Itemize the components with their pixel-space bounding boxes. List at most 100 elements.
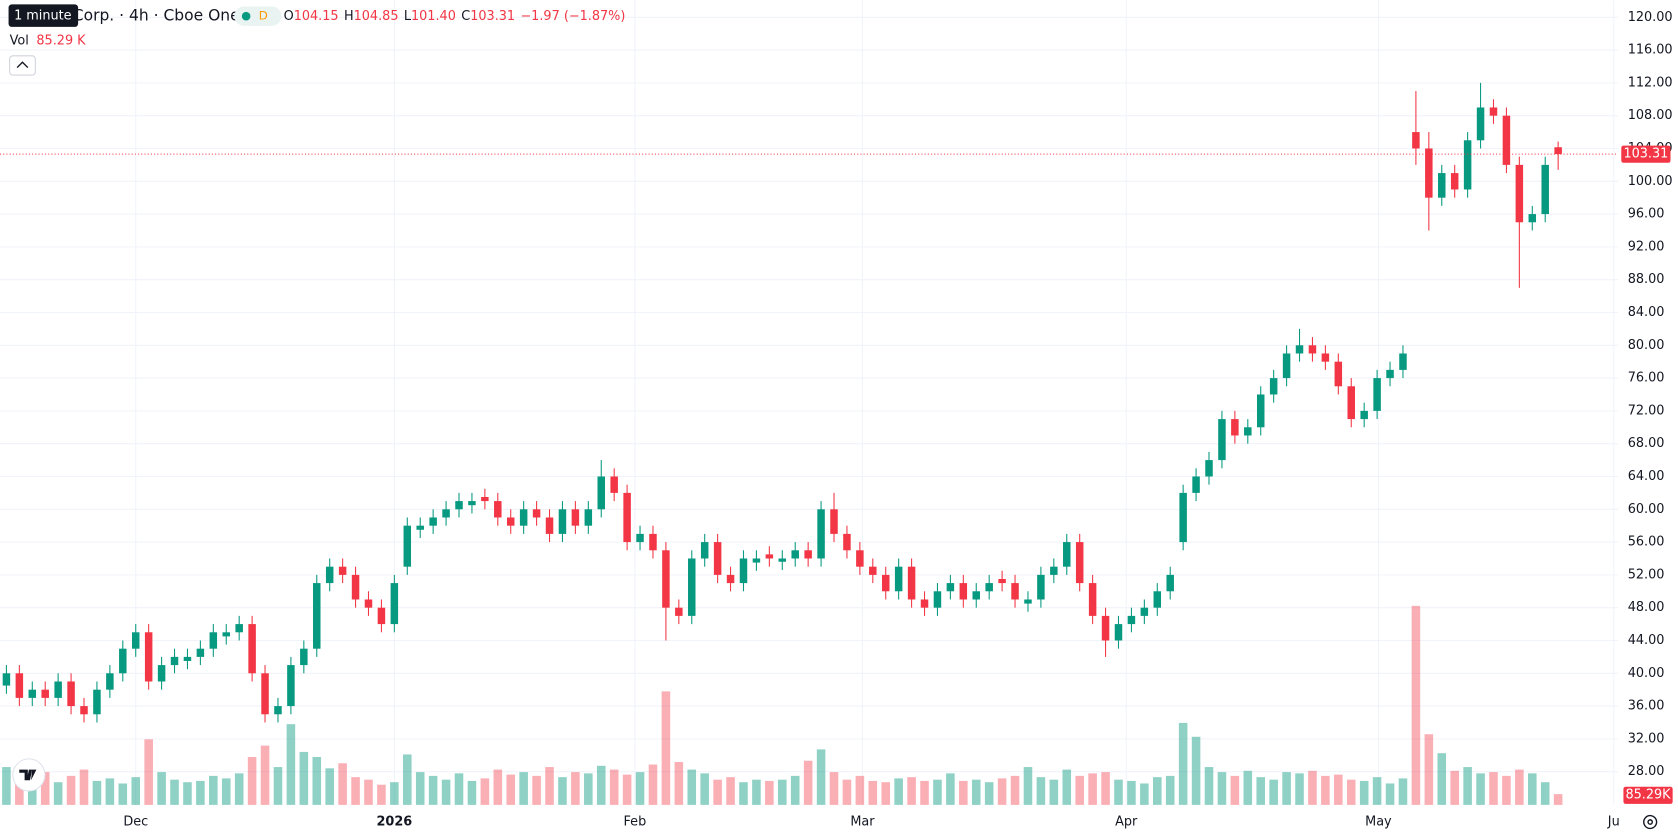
candle-body (688, 558, 696, 616)
volume-bar (234, 773, 244, 805)
volume-bar (1088, 773, 1097, 805)
ohlc-key: O (284, 9, 294, 24)
candle-body (300, 648, 308, 666)
volume-bar (920, 780, 929, 805)
candle-body (106, 673, 114, 690)
volume-bar (1411, 605, 1421, 805)
volume-bar (946, 773, 955, 805)
volume-bar (1437, 753, 1447, 805)
y-tick-label: 116.00 (1628, 43, 1673, 58)
candle-body (1463, 140, 1472, 190)
volume-bar (1062, 769, 1072, 805)
volume-bar (428, 775, 438, 805)
collapse-button[interactable] (9, 55, 36, 76)
y-tick-label: 80.00 (1628, 338, 1665, 353)
volume-bar (765, 780, 774, 805)
candle-body (752, 558, 761, 563)
settings-button[interactable] (1643, 814, 1658, 830)
candle-body (1554, 147, 1562, 155)
volume-bar (816, 749, 826, 805)
y-tick-label: 36.00 (1628, 699, 1665, 714)
volume-bar (1023, 767, 1033, 805)
candle-body (313, 583, 321, 649)
volume-bar (842, 779, 852, 805)
badge-text: D (259, 9, 268, 23)
ohlc-key: C (461, 9, 470, 24)
candle-body (351, 574, 360, 600)
candle-body (494, 501, 502, 518)
candle-body (675, 607, 683, 616)
volume-bar (1398, 778, 1408, 805)
volume-bar (1140, 783, 1149, 805)
candle-body (998, 578, 1006, 584)
candle-body (662, 550, 670, 608)
candle-body (894, 566, 903, 592)
market-dot (241, 11, 251, 21)
volume-bar (1282, 772, 1291, 805)
volume-bar (648, 764, 658, 805)
volume-bar (855, 775, 865, 805)
volume-bar (79, 769, 89, 805)
volume-bar (118, 783, 128, 805)
volume-bar (609, 769, 619, 805)
candle-body (1515, 164, 1524, 223)
volume-bar (596, 765, 606, 805)
volume-bar (933, 779, 942, 805)
volume-bar (480, 778, 490, 805)
volume-bar (377, 784, 386, 805)
volume-bar (441, 779, 451, 805)
candle-body (571, 509, 580, 526)
volume-bar (209, 775, 218, 805)
candle-body (119, 648, 127, 674)
candle-body (881, 574, 890, 592)
candle-body (804, 550, 812, 559)
volume-bar (571, 772, 580, 805)
volume-bar (971, 779, 981, 805)
volume-bar (1127, 780, 1136, 805)
volume-bar (15, 773, 24, 805)
volume-label: Vol (10, 33, 29, 48)
y-tick-label: 100.00 (1628, 174, 1673, 189)
volume-bar (1256, 777, 1266, 805)
candle-body (1308, 345, 1317, 354)
candle-body (623, 492, 631, 543)
candle-body (41, 689, 49, 698)
candle-body (1334, 361, 1343, 387)
volume-bar (506, 774, 516, 805)
candle-body (985, 583, 993, 592)
volume-bar (997, 778, 1007, 805)
candle-body (1218, 419, 1226, 461)
x-tick-label: Ju (1607, 815, 1620, 830)
candle-body (1231, 419, 1239, 436)
volume-bar (403, 754, 412, 805)
candle-body (946, 583, 955, 592)
x-tick-label: Dec (123, 815, 148, 830)
volume-bar (467, 780, 477, 805)
candle-body (907, 566, 916, 600)
volume-bar (1153, 777, 1162, 805)
price-axis-bg (1618, 0, 1678, 835)
candle-body (1101, 615, 1110, 641)
candle-body (338, 566, 347, 575)
volume-bar (1101, 772, 1110, 805)
candle-body (1192, 476, 1200, 493)
y-tick-label: 68.00 (1628, 436, 1665, 451)
candle-body (170, 656, 179, 666)
volume-layer (2, 605, 1563, 805)
candle-body (1114, 624, 1123, 641)
candle-body (830, 509, 838, 534)
volume-bar (40, 772, 50, 805)
candle-body (1050, 566, 1058, 575)
volume-bar (726, 777, 735, 805)
volume-bar (28, 779, 37, 805)
candle-body (364, 599, 373, 608)
candle-body (15, 673, 24, 698)
candle-body (1127, 615, 1136, 625)
volume-bar (131, 777, 141, 805)
volume-bar (1308, 770, 1317, 805)
candle-body (1373, 378, 1381, 411)
candle-body (1489, 107, 1498, 116)
volume-bar (674, 762, 684, 805)
